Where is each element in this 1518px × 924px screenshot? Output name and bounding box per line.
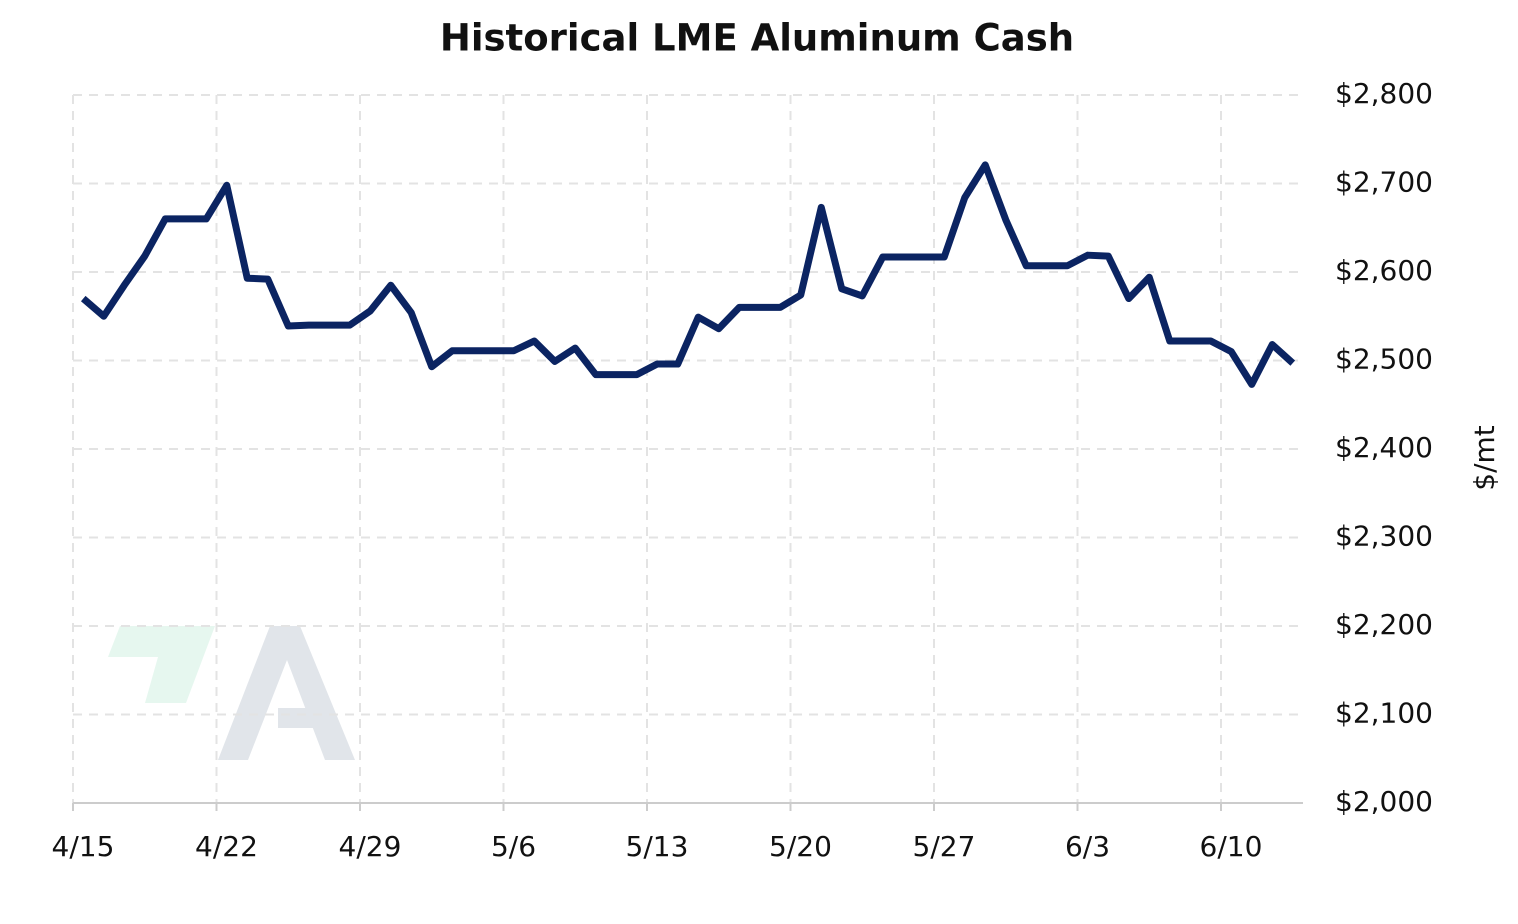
y-tick-label: $2,800 xyxy=(1335,77,1433,110)
y-tick-label: $2,300 xyxy=(1335,520,1433,553)
y-tick-label: $2,400 xyxy=(1335,431,1433,464)
x-tick-label: 5/20 xyxy=(769,830,832,863)
chart-title: Historical LME Aluminum Cash xyxy=(440,17,1074,60)
x-tick-label: 6/10 xyxy=(1200,830,1263,863)
y-tick-label: $2,500 xyxy=(1335,343,1433,376)
y-tick-label: $2,000 xyxy=(1335,785,1433,818)
y-tick-label: $2,700 xyxy=(1335,166,1433,199)
y-tick-label: $2,600 xyxy=(1335,254,1433,287)
x-tick-label: 5/13 xyxy=(626,830,689,863)
watermark xyxy=(108,626,355,760)
x-tick-label: 4/29 xyxy=(339,830,402,863)
x-tick-label: 4/15 xyxy=(52,830,115,863)
x-tick-label: 5/27 xyxy=(913,830,976,863)
y-tick-label: $2,200 xyxy=(1335,608,1433,641)
data-line xyxy=(80,161,1296,388)
x-tick-label: 6/3 xyxy=(1065,830,1110,863)
y-tick-label: $2,100 xyxy=(1335,697,1433,730)
x-tick-label: 5/6 xyxy=(491,830,536,863)
x-tick-label: 4/22 xyxy=(195,830,258,863)
y-axis-label: $/mt xyxy=(1468,425,1501,491)
